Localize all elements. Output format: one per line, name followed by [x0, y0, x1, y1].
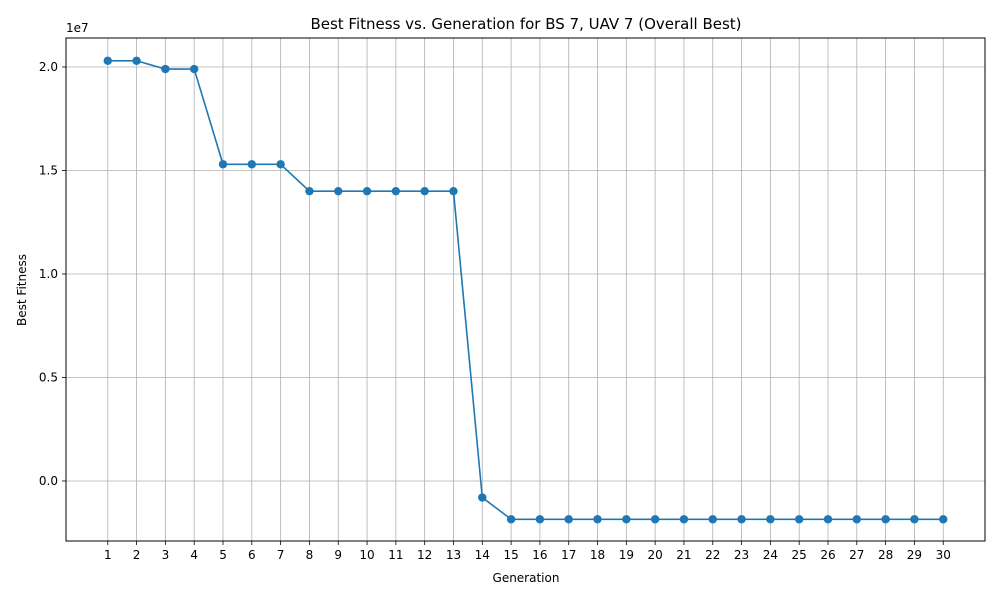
- x-tick-label: 15: [503, 548, 518, 562]
- data-point: [132, 56, 141, 65]
- x-tick-label: 2: [133, 548, 141, 562]
- data-point: [391, 186, 401, 196]
- x-tick-label: 22: [705, 548, 720, 562]
- data-point: [852, 515, 862, 524]
- data-point: [218, 160, 228, 169]
- x-axis-ticks: 1 2 3 4 5 6 7 8 9 10 11 12 13 14 15 16 17 18 19 20 21 22 23 24 2…: [104, 541, 951, 562]
- x-axis-label: Generation: [493, 571, 560, 585]
- x-tick-label: 5: [219, 548, 227, 562]
- data-point: [794, 515, 804, 524]
- x-tick-label: 8: [306, 548, 314, 562]
- data-point: [161, 64, 170, 74]
- data-point: [766, 515, 775, 524]
- x-tick-label: 7: [277, 548, 285, 562]
- data-point: [276, 160, 285, 169]
- x-tick-label: 13: [446, 548, 461, 562]
- x-tick-label: 27: [849, 548, 864, 562]
- x-tick-label: 20: [647, 548, 662, 562]
- x-tick-label: 25: [792, 548, 807, 562]
- data-point: [334, 186, 343, 196]
- y-tick-label: 1.5: [39, 163, 58, 177]
- data-point: [247, 160, 257, 169]
- data-point: [449, 186, 458, 196]
- data-point: [737, 515, 746, 524]
- data-point: [103, 56, 112, 65]
- x-tick-label: 29: [907, 548, 922, 562]
- data-point: [189, 64, 199, 74]
- data-point: [362, 186, 372, 196]
- grid: [66, 38, 985, 541]
- x-tick-label: 6: [248, 548, 256, 562]
- y-axis-label: Best Fitness: [15, 254, 29, 326]
- data-point: [939, 515, 948, 524]
- x-tick-label: 1: [104, 548, 112, 562]
- y-axis-offset-label: 1e7: [66, 21, 89, 35]
- x-tick-label: 28: [878, 548, 893, 562]
- chart-title: Best Fitness vs. Generation for BS 7, UA…: [310, 15, 741, 33]
- x-tick-label: 11: [388, 548, 403, 562]
- x-tick-label: 16: [532, 548, 547, 562]
- data-point: [564, 515, 573, 524]
- data-point: [420, 186, 429, 196]
- data-point: [478, 493, 487, 502]
- x-tick-label: 21: [676, 548, 691, 562]
- x-tick-label: 19: [619, 548, 634, 562]
- y-tick-label: 0.0: [39, 474, 58, 488]
- y-tick-label: 2.0: [39, 60, 58, 74]
- x-tick-label: 14: [475, 548, 490, 562]
- x-tick-label: 10: [359, 548, 374, 562]
- series-line: [107, 59, 944, 521]
- x-tick-label: 26: [820, 548, 835, 562]
- x-tick-label: 17: [561, 548, 576, 562]
- x-tick-label: 23: [734, 548, 749, 562]
- data-point: [622, 515, 631, 524]
- plot-area-frame: [65, 37, 986, 542]
- data-point: [305, 186, 314, 196]
- data-point: [506, 515, 516, 524]
- data-point: [650, 515, 660, 524]
- x-tick-label: 9: [334, 548, 342, 562]
- data-point: [593, 515, 602, 524]
- data-point: [708, 515, 717, 524]
- x-tick-label: 30: [936, 548, 951, 562]
- data-point: [535, 515, 545, 524]
- x-tick-label: 24: [763, 548, 778, 562]
- y-axis-ticks: 0.0 0.5 1.0 1.5 2.0: [39, 60, 66, 488]
- data-point: [823, 515, 833, 524]
- y-tick-label: 1.0: [39, 267, 58, 281]
- y-tick-label: 0.5: [39, 370, 58, 384]
- series-layer: [103, 56, 948, 524]
- data-point: [679, 515, 689, 524]
- x-tick-label: 3: [162, 548, 170, 562]
- x-tick-label: 4: [190, 548, 198, 562]
- data-point: [881, 515, 890, 524]
- data-point: [910, 515, 919, 524]
- x-tick-label: 12: [417, 548, 432, 562]
- x-tick-label: 18: [590, 548, 605, 562]
